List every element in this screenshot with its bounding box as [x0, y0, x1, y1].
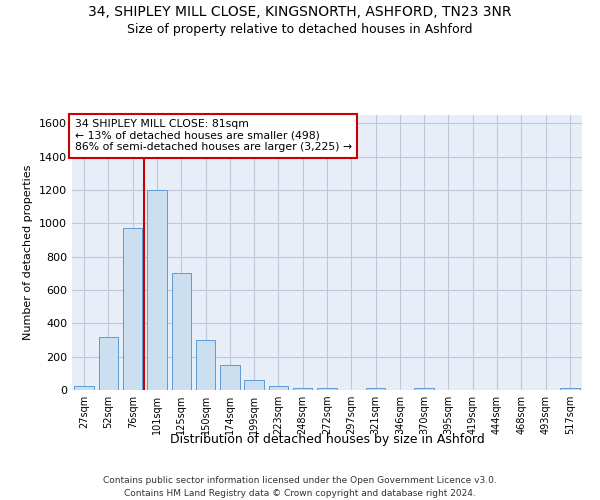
Text: Contains public sector information licensed under the Open Government Licence v3: Contains public sector information licen… [103, 476, 497, 485]
Bar [172, 274, 191, 390]
Bar [269, 386, 288, 390]
Bar [196, 340, 215, 390]
Y-axis label: Number of detached properties: Number of detached properties [23, 165, 34, 340]
Bar [244, 380, 264, 390]
Bar [220, 365, 239, 390]
Bar [123, 228, 142, 390]
Bar [366, 388, 385, 390]
Bar [317, 388, 337, 390]
Bar [560, 388, 580, 390]
Text: Distribution of detached houses by size in Ashford: Distribution of detached houses by size … [170, 432, 484, 446]
Text: 34 SHIPLEY MILL CLOSE: 81sqm
← 13% of detached houses are smaller (498)
86% of s: 34 SHIPLEY MILL CLOSE: 81sqm ← 13% of de… [74, 119, 352, 152]
Bar [99, 336, 118, 390]
Bar [415, 388, 434, 390]
Text: Size of property relative to detached houses in Ashford: Size of property relative to detached ho… [127, 22, 473, 36]
Text: 34, SHIPLEY MILL CLOSE, KINGSNORTH, ASHFORD, TN23 3NR: 34, SHIPLEY MILL CLOSE, KINGSNORTH, ASHF… [88, 5, 512, 19]
Bar [293, 388, 313, 390]
Bar [74, 386, 94, 390]
Text: Contains HM Land Registry data © Crown copyright and database right 2024.: Contains HM Land Registry data © Crown c… [124, 488, 476, 498]
Bar [147, 190, 167, 390]
